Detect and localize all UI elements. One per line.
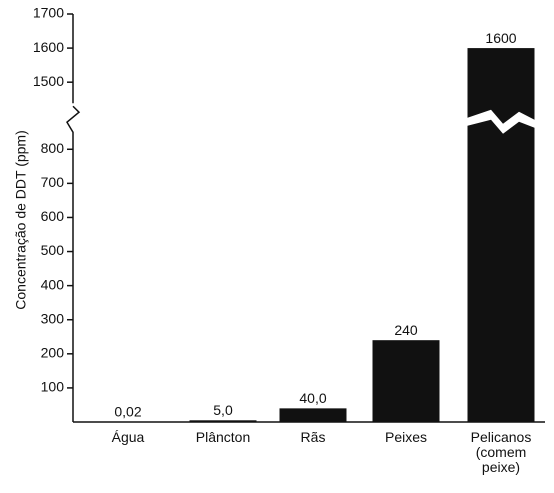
value-label: 40,0 [299, 390, 326, 406]
x-tick-label: Peixes [370, 430, 442, 445]
x-tick-label: Rãs [277, 430, 349, 445]
x-tick-label-box: Rãs [268, 430, 358, 490]
value-label: 1600 [485, 30, 516, 46]
y-tick-label: 300 [41, 310, 65, 326]
y-tick-label: 100 [41, 379, 65, 395]
y-tick-label: 1500 [33, 73, 64, 89]
y-tick-label: 600 [41, 208, 65, 224]
x-tick-label-box: Peixes [361, 430, 451, 490]
x-tick-label: Plâncton [187, 430, 259, 445]
x-tick-label-box: Plâncton [178, 430, 268, 490]
y-tick-label: 1700 [33, 5, 64, 21]
y-tick-label: 500 [41, 242, 65, 258]
y-tick-label: 700 [41, 174, 65, 190]
value-label: 240 [394, 322, 418, 338]
bar [468, 48, 535, 422]
bar [373, 340, 440, 422]
value-label: 0,02 [114, 404, 141, 420]
bar [280, 408, 347, 422]
bar [190, 420, 257, 422]
y-tick-label: 800 [41, 140, 65, 156]
y-tick-label: 400 [41, 276, 65, 292]
y-tick-label: 200 [41, 345, 65, 361]
x-tick-label-box: Pelicanos (comem peixe) [456, 430, 546, 490]
x-tick-label: Pelicanos (comem peixe) [465, 430, 537, 475]
y-axis-label: Concentração de DDT (ppm) [13, 130, 29, 309]
x-tick-label-box: Água [83, 430, 173, 490]
chart: Concentração de DDT (ppm) 100 200 300 400 50… [0, 0, 554, 493]
y-tick-label: 1600 [33, 39, 64, 55]
value-label: 5,0 [213, 402, 233, 418]
x-tick-label: Água [92, 430, 164, 445]
